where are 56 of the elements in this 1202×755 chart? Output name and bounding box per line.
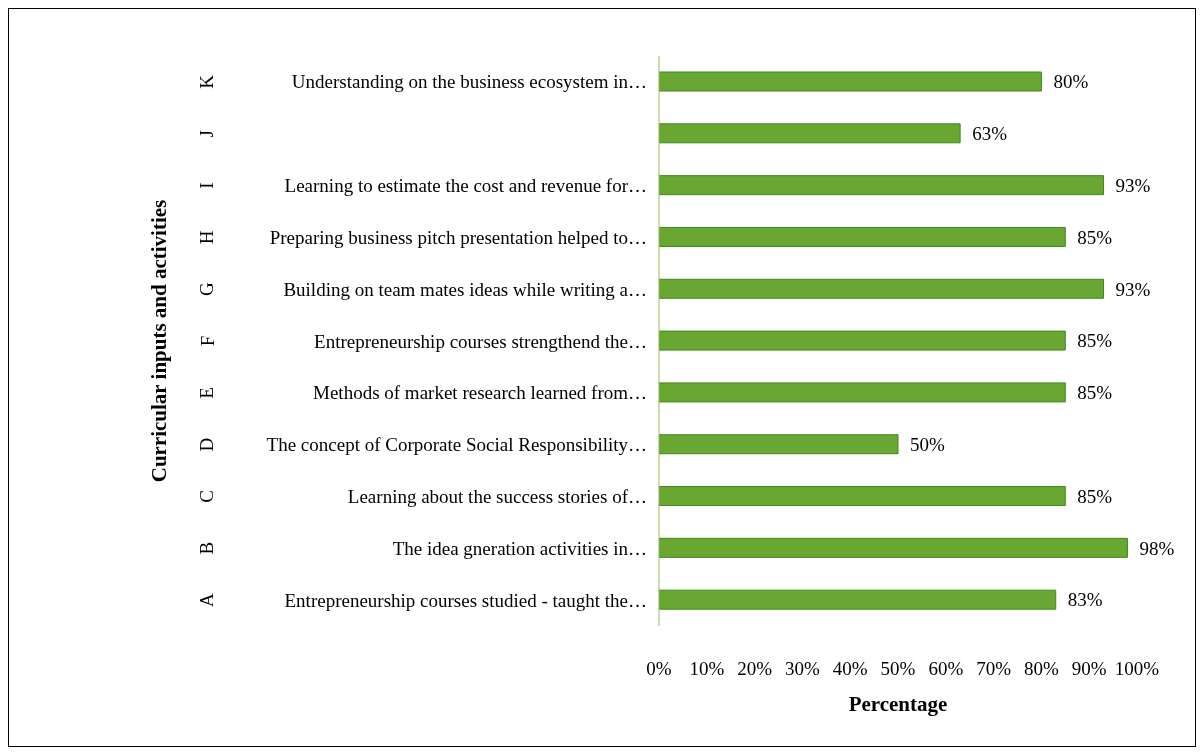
- data-label: 93%: [1115, 174, 1151, 196]
- data-label: 93%: [1115, 278, 1151, 300]
- x-tick-label: 20%: [737, 658, 773, 680]
- y2-tick-label: I: [196, 182, 218, 189]
- data-label: 85%: [1077, 485, 1113, 507]
- y-tick-label: Methods of market research learned from…: [313, 382, 647, 404]
- y-tick-label: The concept of Corporate Social Responsibility…: [266, 434, 647, 456]
- y2-tick-label: C: [196, 490, 218, 503]
- bar: [659, 330, 1066, 351]
- data-label: 80%: [1053, 71, 1089, 93]
- x-tick-label: 50%: [880, 658, 916, 680]
- bar: [659, 71, 1042, 92]
- y-tick-label: Learning to estimate the cost and revenue for…: [284, 175, 647, 197]
- y-axis-title: Curricular inputs and activities: [147, 199, 172, 483]
- data-label: 63%: [972, 123, 1008, 145]
- x-tick-label: 0%: [646, 658, 672, 680]
- bar: [659, 589, 1057, 610]
- data-label: 83%: [1067, 589, 1103, 611]
- bar: [659, 175, 1105, 196]
- x-tick-label: 60%: [928, 658, 964, 680]
- x-tick-label: 30%: [784, 658, 820, 680]
- data-label: 85%: [1077, 330, 1113, 352]
- x-tick-label: 40%: [832, 658, 868, 680]
- y2-tick-label: E: [196, 387, 218, 399]
- y-tick-label: The idea gneration activities in…: [392, 537, 647, 559]
- y-tick-label: Entrepreneurship courses strengthend the…: [314, 330, 647, 352]
- y-tick-label: Building on team mates ideas while writing a…: [283, 278, 647, 300]
- y2-tick-label: B: [196, 541, 218, 555]
- x-tick-label: 10%: [689, 658, 725, 680]
- x-tick-label: 80%: [1023, 658, 1059, 680]
- bar: [659, 226, 1066, 247]
- bar: [659, 382, 1066, 403]
- data-label: 85%: [1077, 382, 1113, 404]
- y-tick-label: Understanding on the business ecosystem in…: [291, 71, 647, 93]
- y2-tick-label: D: [196, 437, 218, 452]
- y2-tick-label: H: [196, 230, 218, 245]
- x-axis-title: Percentage: [848, 692, 948, 716]
- data-label: 50%: [910, 433, 945, 455]
- y2-tick-label: F: [196, 335, 218, 347]
- x-tick-label: 100%: [1114, 658, 1160, 680]
- y-tick-label: Preparing business pitch presentation helped to…: [269, 226, 647, 248]
- data-label: 85%: [1077, 226, 1113, 248]
- y-tick-label: Entrepreneurship courses studied - taught the…: [284, 589, 647, 611]
- data-label: 98%: [1139, 537, 1175, 559]
- y2-tick-label: G: [196, 282, 218, 297]
- bar: [659, 434, 899, 455]
- y2-tick-label: A: [196, 592, 218, 607]
- y2-tick-label: K: [196, 74, 218, 89]
- x-tick-label: 70%: [976, 658, 1012, 680]
- bar: [659, 123, 961, 144]
- bar: [659, 278, 1105, 299]
- x-tick-label: 90%: [1071, 658, 1107, 680]
- bar: [659, 486, 1066, 507]
- y-tick-label: Learning about the success stories of…: [347, 485, 647, 507]
- bar: [659, 537, 1128, 558]
- y2-tick-label: J: [196, 130, 218, 138]
